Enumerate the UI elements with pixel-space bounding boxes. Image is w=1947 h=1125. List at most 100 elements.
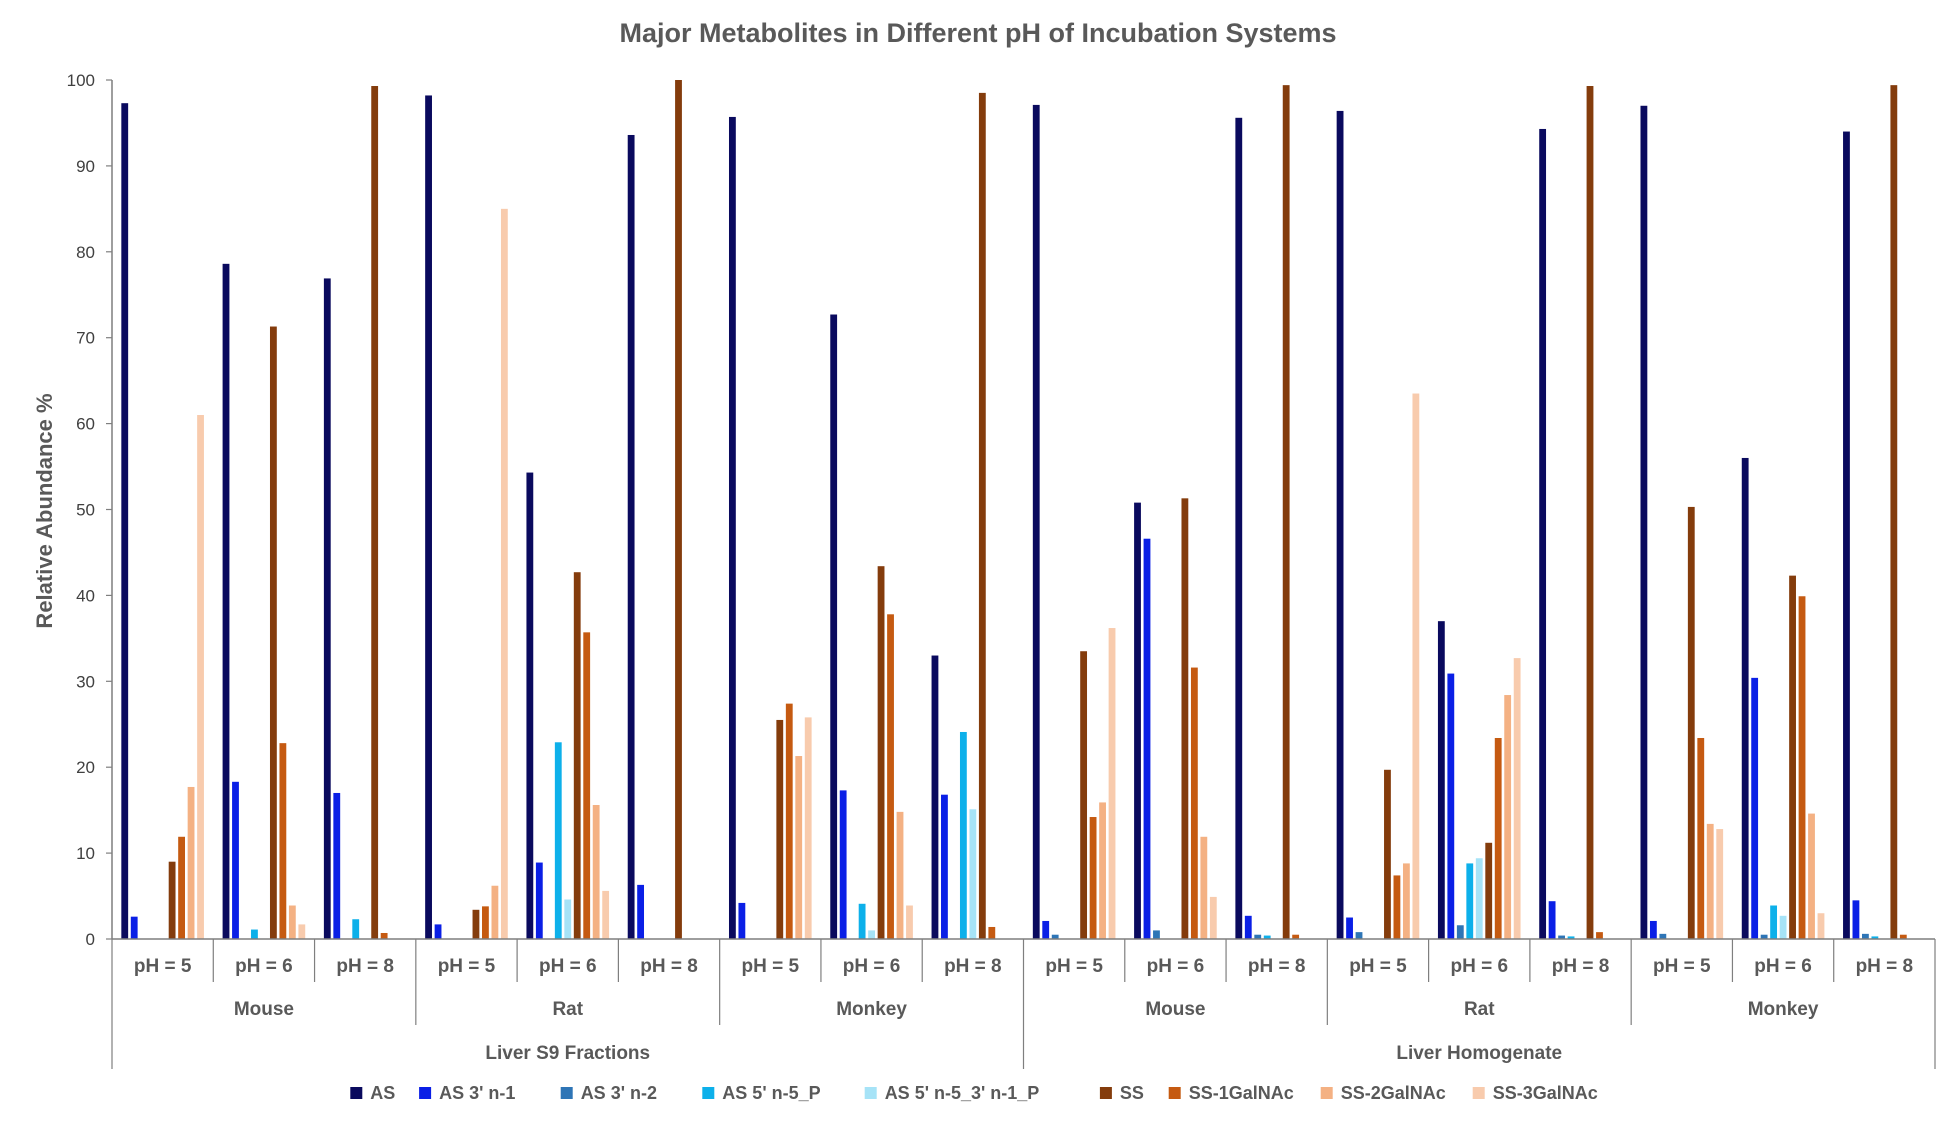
bar <box>776 719 784 939</box>
bar <box>269 326 277 939</box>
bar <box>1779 915 1787 939</box>
y-tick-label: 40 <box>76 586 95 605</box>
legend-label: SS <box>1120 1083 1144 1103</box>
legend-swatch <box>702 1087 715 1099</box>
bar <box>1143 538 1151 939</box>
bar <box>804 717 812 939</box>
bar <box>1843 131 1850 940</box>
bar <box>1751 677 1759 939</box>
bar <box>738 902 746 939</box>
bar <box>197 415 204 939</box>
bar <box>1447 673 1455 939</box>
bar <box>1817 913 1825 939</box>
bar <box>1384 769 1391 939</box>
bar <box>1190 667 1198 939</box>
legend-swatch <box>1320 1087 1333 1099</box>
bar <box>877 566 885 939</box>
bar <box>583 632 591 939</box>
y-tick-label: 90 <box>76 157 95 176</box>
bar <box>978 92 986 939</box>
bar <box>1042 920 1050 939</box>
bar <box>941 794 948 939</box>
x-tick-label: pH = 5 <box>1045 956 1103 977</box>
legend-label: AS 5' n-5_3' n-1_P <box>885 1083 1040 1103</box>
bar <box>288 905 296 939</box>
bar <box>1099 802 1106 939</box>
bars <box>121 80 1907 940</box>
bar <box>1789 575 1796 939</box>
y-tick-label: 60 <box>76 415 95 434</box>
y-axis: 0 10 20 30 40 50 60 70 80 90 100 <box>67 71 113 949</box>
bar <box>1760 934 1768 939</box>
bar <box>1697 737 1705 939</box>
bar <box>1456 925 1464 939</box>
bar <box>868 930 875 939</box>
bar <box>380 932 388 939</box>
bar <box>573 572 581 939</box>
bar <box>1402 863 1410 939</box>
legend-label: AS 3' n-1 <box>439 1083 515 1103</box>
bar <box>1494 737 1502 939</box>
x-tick-label: pH = 8 <box>640 956 698 977</box>
bar <box>830 314 838 939</box>
bar <box>1080 651 1088 939</box>
bar <box>1539 128 1547 939</box>
bar <box>1475 858 1483 939</box>
y-tick-label: 70 <box>76 329 95 348</box>
bar <box>1808 813 1815 939</box>
bar <box>500 208 508 940</box>
bar <box>627 134 635 940</box>
y-tick-label: 20 <box>76 758 95 777</box>
bar <box>1741 457 1749 939</box>
bar <box>535 862 543 939</box>
bar <box>1292 934 1300 939</box>
x-system-label: Liver Homogenate <box>1396 1043 1562 1064</box>
bar <box>931 655 939 939</box>
bar <box>1393 875 1401 939</box>
x-tick-label: pH = 6 <box>843 956 901 977</box>
bar <box>526 472 534 939</box>
bar <box>1770 905 1778 939</box>
bar <box>279 743 287 939</box>
bar <box>839 790 847 939</box>
legend-label: AS <box>370 1083 395 1103</box>
chart-title: Major Metabolites in Different pH of Inc… <box>619 18 1336 48</box>
legend-swatch <box>1168 1087 1181 1099</box>
bar <box>1890 85 1898 939</box>
bar <box>1649 920 1657 939</box>
bar <box>1567 936 1575 939</box>
y-tick-label: 50 <box>76 501 95 520</box>
y-axis-label: Relative Abundance % <box>32 393 57 628</box>
x-tick-label: pH = 6 <box>235 956 293 977</box>
bar <box>858 903 866 939</box>
bar <box>251 929 258 939</box>
bar <box>959 731 967 939</box>
bar <box>1108 628 1116 939</box>
bar <box>637 884 645 939</box>
x-tick-label: pH = 5 <box>438 956 496 977</box>
bar <box>1466 863 1474 939</box>
bar <box>1798 596 1806 939</box>
x-tick-label: pH = 8 <box>336 956 394 977</box>
bar <box>1089 817 1097 939</box>
bar <box>232 781 239 939</box>
bar <box>425 95 432 939</box>
bar <box>795 756 803 939</box>
x-tick-label: pH = 5 <box>1653 956 1711 977</box>
x-tick-label: pH = 6 <box>1754 956 1812 977</box>
bar <box>1596 932 1603 939</box>
legend-swatch <box>1099 1087 1112 1099</box>
legend-swatch <box>560 1087 573 1099</box>
bar <box>298 924 306 939</box>
x-tick-label: pH = 5 <box>134 956 192 977</box>
bar <box>1032 104 1040 939</box>
bar <box>1558 935 1565 939</box>
bar <box>491 885 499 939</box>
x-species-label: Monkey <box>1748 999 1819 1020</box>
bar <box>1412 393 1420 939</box>
bar <box>482 906 489 939</box>
bar <box>728 116 736 939</box>
bar <box>1504 695 1512 939</box>
x-tick-label: pH = 5 <box>1349 956 1407 977</box>
x-tick-label: pH = 6 <box>1450 956 1508 977</box>
